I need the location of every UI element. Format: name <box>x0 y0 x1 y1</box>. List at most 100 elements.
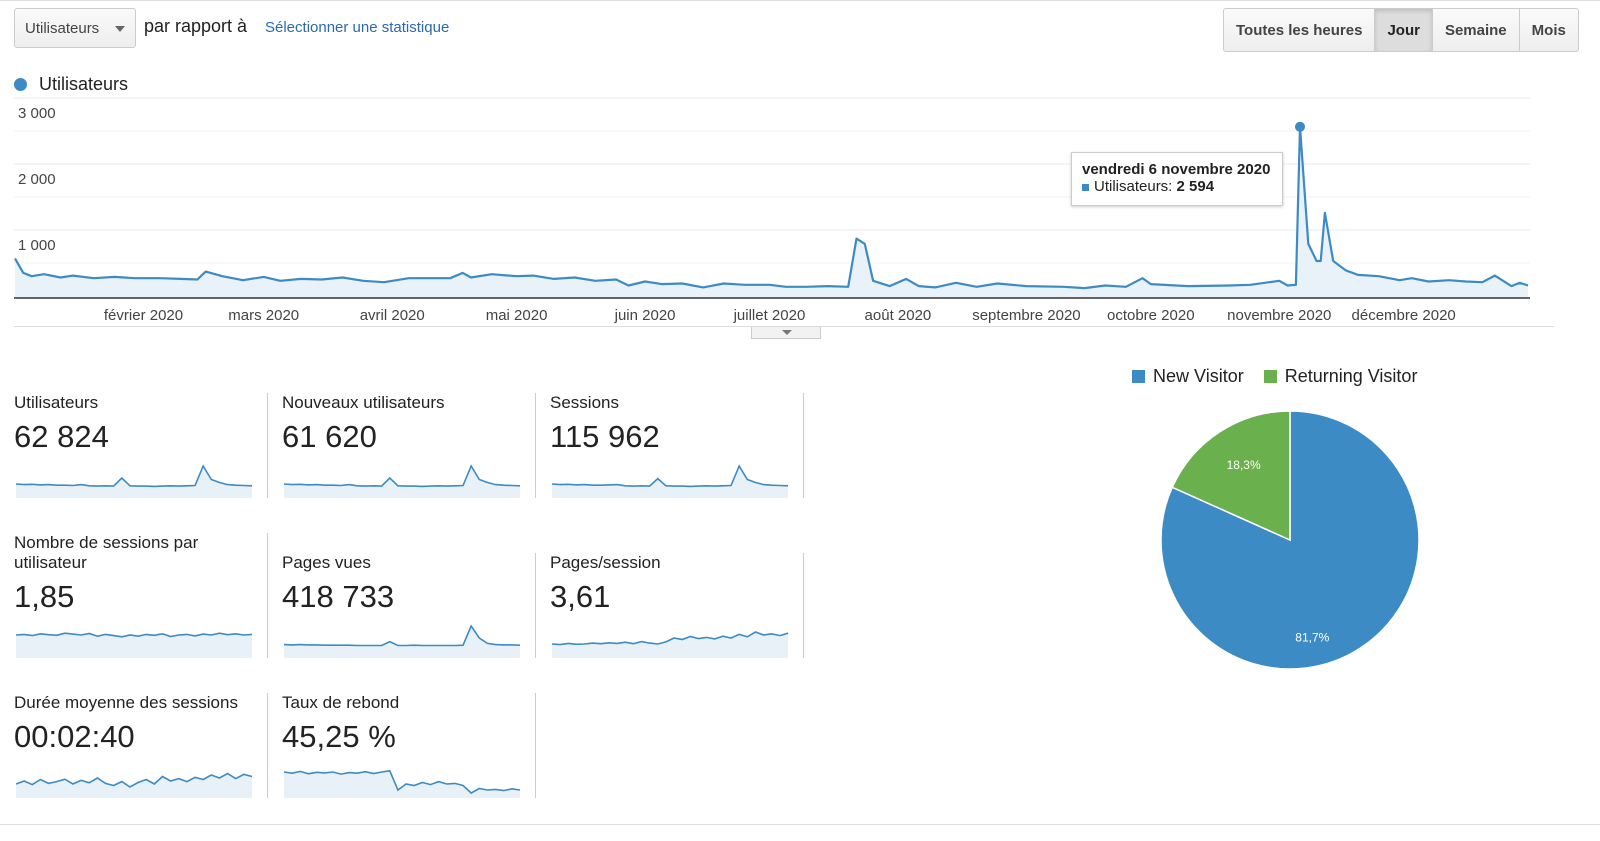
x-tick-label: mars 2020 <box>228 307 299 324</box>
metric-card[interactable]: Taux de rebond 45,25 % <box>282 693 522 798</box>
card-separator <box>535 553 536 658</box>
sparkline-line <box>16 464 253 488</box>
tooltip-value: 2 594 <box>1176 178 1215 195</box>
chart-tooltip: vendredi 6 novembre 2020 Utilisateurs: 2… <box>1071 152 1283 206</box>
users-area <box>15 126 1528 298</box>
metric-value: 62 824 <box>14 419 109 454</box>
highlight-point[interactable] <box>1295 121 1306 132</box>
metric-label: Sessions <box>550 393 619 412</box>
x-tick-label: juin 2020 <box>614 307 676 324</box>
chart-legend: Utilisateurs <box>14 74 128 95</box>
metric-value: 00:02:40 <box>14 719 135 754</box>
y-tick-label: 2 000 <box>18 171 56 188</box>
pie-slice-returning-visitor[interactable] <box>1171 410 1291 542</box>
x-tick-label: avril 2020 <box>360 307 425 324</box>
sparkline-line <box>552 464 789 488</box>
sparkline-area <box>284 626 520 658</box>
metric-card[interactable]: Pages vues 418 733 <box>282 553 522 658</box>
metric-sparkline <box>284 769 521 798</box>
metric-label: Taux de rebond <box>282 693 400 712</box>
sparkline-line <box>552 631 789 646</box>
metric-dropdown-value: Utilisateurs <box>25 19 100 37</box>
users-line <box>14 125 1529 290</box>
metric-value: 3,61 <box>550 579 611 614</box>
select-stat-link[interactable]: Sélectionner une statistique <box>265 19 450 36</box>
metric-label: Nouveaux utilisateurs <box>282 393 445 412</box>
sparkline-line <box>16 772 253 788</box>
granularity-month-button[interactable]: Mois <box>1518 9 1578 51</box>
x-tick-label: juillet 2020 <box>733 307 806 324</box>
x-tick-label: décembre 2020 <box>1352 307 1456 324</box>
top-divider <box>0 0 1600 1</box>
metric-card[interactable]: Durée moyenne des sessions 00:02:40 <box>14 693 254 798</box>
tooltip-label: Utilisateurs: <box>1094 178 1173 195</box>
pie-slice-label: 18,3% <box>1227 458 1261 472</box>
metric-sparkline <box>552 631 789 658</box>
card-separator <box>267 393 268 498</box>
sparkline-area <box>552 466 788 498</box>
sparkline-line <box>284 624 521 647</box>
sparkline-area <box>16 633 252 658</box>
sparkline-area <box>552 632 788 658</box>
sparkline-line <box>16 632 253 638</box>
metric-card[interactable]: Nouveaux utilisateurs 61 620 <box>282 393 522 498</box>
compare-label: par rapport à <box>144 16 248 36</box>
card-separator <box>803 553 804 658</box>
x-tick-label: mai 2020 <box>486 307 548 324</box>
granularity-toggle: Toutes les heures Jour Semaine Mois <box>1223 8 1579 52</box>
sparkline-area <box>284 466 520 498</box>
metric-value: 115 962 <box>550 419 660 454</box>
returning-visitor-swatch <box>1263 370 1277 383</box>
granularity-week-button[interactable]: Semaine <box>1431 9 1519 51</box>
granularity-day-button[interactable]: Jour <box>1374 9 1432 51</box>
metric-label: Nombre de sessions par utilisateur <box>14 533 199 572</box>
x-tick-label: octobre 2020 <box>1107 307 1195 324</box>
series-square-icon <box>1082 183 1089 191</box>
chart-divider <box>14 326 1554 327</box>
y-tick-label: 3 000 <box>18 105 56 122</box>
x-tick-label: février 2020 <box>104 307 183 324</box>
metric-card[interactable]: Utilisateurs 62 824 <box>14 393 254 498</box>
metric-label: Pages vues <box>282 553 371 572</box>
bottom-divider <box>0 824 1600 825</box>
metric-sparkline <box>16 464 253 498</box>
sparkline-area <box>16 466 252 498</box>
new-visitor-swatch <box>1132 370 1145 383</box>
metric-card[interactable]: Pages/session 3,61 <box>550 553 790 658</box>
metric-card[interactable]: Nombre de sessions par utilisateur 1,85 <box>14 533 254 658</box>
metric-value: 1,85 <box>14 579 75 614</box>
metric-label: Durée moyenne des sessions <box>14 693 238 712</box>
metric-value: 45,25 % <box>282 719 396 754</box>
metric-sparkline <box>16 772 253 798</box>
caret-down-icon <box>782 330 792 335</box>
card-separator <box>803 393 804 498</box>
pie-slice-label: 81,7% <box>1295 630 1329 644</box>
card-separator <box>535 693 536 798</box>
sparkline-line <box>284 769 521 794</box>
sparkline-area <box>16 773 252 798</box>
x-tick-label: septembre 2020 <box>972 307 1080 324</box>
metric-sparkline <box>284 464 521 498</box>
tooltip-date: vendredi 6 novembre 2020 <box>1082 161 1271 178</box>
visitor-pie-chart: 81,7% 18,3% <box>1160 410 1420 670</box>
metric-value: 418 733 <box>282 579 395 614</box>
chart-expand-handle[interactable] <box>751 327 821 339</box>
granularity-hourly-button[interactable]: Toutes les heures <box>1236 21 1363 39</box>
pie-legend: New Visitor Returning Visitor <box>1132 366 1437 387</box>
sparkline-area <box>284 770 520 798</box>
card-separator <box>535 393 536 498</box>
y-tick-label: 1 000 <box>18 237 56 254</box>
series-dot-icon <box>14 78 27 91</box>
sparkline-line <box>284 464 521 488</box>
card-separator <box>267 533 268 658</box>
card-separator <box>267 693 268 798</box>
metric-label: Utilisateurs <box>14 393 99 412</box>
metric-dropdown[interactable]: Utilisateurs <box>14 8 136 48</box>
metric-label: Pages/session <box>550 553 661 572</box>
metric-card[interactable]: Sessions 115 962 <box>550 393 790 498</box>
legend-label: Utilisateurs <box>39 74 129 94</box>
metric-sparkline <box>16 632 253 658</box>
users-line-chart[interactable]: 1 000 2 000 3 000 février 2020 mars 2020 avri… <box>0 95 1560 335</box>
metric-sparkline <box>552 464 789 498</box>
legend-new-visitor: New Visitor <box>1153 366 1244 386</box>
